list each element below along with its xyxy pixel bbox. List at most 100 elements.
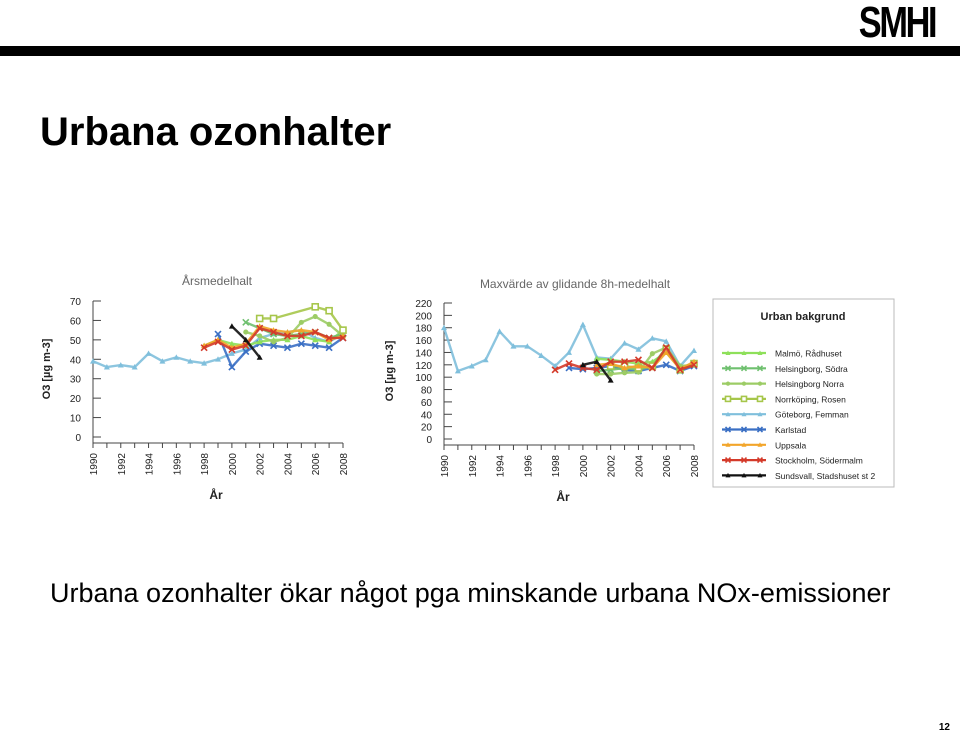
data-point (269, 342, 278, 350)
y-tick-label: 80 (421, 386, 433, 397)
legend-item: Karlstad (722, 425, 806, 435)
data-point (159, 358, 166, 364)
data-point (496, 328, 503, 334)
chart-2: Maxvärde av glidande 8h-medelhalt 020 4060… (384, 277, 701, 504)
chart-1: Årsmedelhalt 0 10 20 30 40 50 60 70 O3 [µg m-3] 19… (41, 273, 350, 502)
legend-marker (740, 365, 748, 372)
data-point (566, 349, 572, 355)
data-point (311, 342, 319, 350)
data-point (635, 346, 642, 352)
data-point (593, 358, 600, 365)
data-point (622, 370, 628, 376)
y-tick-label: 20 (421, 423, 433, 434)
data-point (608, 371, 614, 377)
data-point (200, 344, 208, 352)
legend-marker (756, 395, 764, 403)
x-tick-label: 2008 (690, 455, 701, 478)
data-point (538, 352, 545, 358)
data-point (441, 324, 447, 331)
data-point (103, 364, 110, 370)
x-tick-label: 1996 (523, 455, 534, 478)
data-point (607, 360, 614, 366)
legend-marker (724, 457, 732, 464)
data-point (510, 343, 517, 349)
legend-title: Urban bakgrund (761, 311, 846, 323)
data-point (228, 323, 235, 329)
chart-title: Maxvärde av glidande 8h-medelhalt (480, 277, 671, 291)
legend-label: Helsingborg Norra (775, 379, 844, 389)
data-point (312, 313, 318, 320)
data-point (215, 356, 221, 362)
data-point (131, 364, 138, 370)
x-tick-label: 1998 (200, 453, 211, 476)
legend: Urban bakgrund Malmö, Rådhuset Helsingborg… (712, 298, 895, 488)
data-point (117, 362, 124, 368)
data-point (690, 361, 698, 369)
legend-label: Helsingborg, Södra (775, 364, 848, 374)
legend-marker (741, 381, 747, 386)
legend-marker (756, 426, 764, 433)
data-point (269, 328, 278, 336)
data-point (607, 358, 615, 366)
smhi-logo: SMHI (842, 0, 952, 46)
data-point (621, 364, 628, 371)
data-point (648, 364, 656, 372)
y-tick-label: 70 (70, 297, 82, 308)
data-point (691, 347, 697, 353)
data-point (297, 332, 305, 340)
data-point (283, 344, 292, 352)
y-axis-label: O3 [µg m-3] (41, 338, 53, 399)
x-tick-label: 2004 (634, 455, 645, 478)
legend-label: Uppsala (775, 440, 806, 450)
data-point (676, 366, 684, 374)
data-point (297, 340, 305, 348)
x-tick-label: 2006 (662, 455, 673, 478)
y-tick-label: 40 (421, 410, 433, 421)
data-point (173, 354, 180, 360)
data-point (662, 343, 670, 352)
data-point (311, 328, 319, 336)
data-point (256, 338, 263, 345)
data-point (242, 336, 249, 343)
data-point (326, 321, 332, 327)
data-point (214, 330, 222, 338)
legend-item: Göteborg, Femman (722, 410, 849, 420)
x-tick-label: 2008 (339, 453, 350, 476)
x-axis-label: År (209, 487, 223, 502)
legend-label: Stockholm, Södermalm (775, 456, 863, 466)
legend-item: Norrköping, Rosen (722, 394, 846, 404)
data-point (311, 303, 320, 311)
legend-label: Sundsvall, Stadshuset st 2 (775, 471, 875, 481)
data-point (326, 336, 333, 343)
data-point (255, 314, 264, 323)
data-point (325, 344, 333, 352)
data-point (228, 340, 235, 347)
legend-marker (724, 365, 732, 372)
legend-marker (725, 411, 731, 417)
page-number: 12 (938, 722, 950, 733)
legend-label: Malmö, Rådhuset (775, 349, 842, 359)
legend-item: Stockholm, Södermalm (722, 456, 863, 466)
y-tick-label: 30 (70, 375, 82, 386)
data-point (283, 332, 292, 340)
legend-marker (757, 442, 763, 447)
data-point (663, 338, 670, 344)
data-point (552, 363, 559, 369)
data-point (228, 363, 236, 371)
legend-marker (757, 472, 763, 478)
legend-marker (756, 365, 764, 372)
y-tick-label: 200 (415, 311, 432, 322)
legend-marker (741, 472, 747, 478)
x-tick-label: 2002 (256, 453, 267, 476)
chart-title: Årsmedelhalt (182, 273, 253, 288)
y-tick-label: 180 (415, 324, 432, 335)
legend-item: Uppsala (722, 440, 806, 450)
data-point (593, 366, 601, 374)
y-tick-label: 20 (70, 394, 82, 405)
x-tick-label: 2000 (228, 453, 239, 476)
data-point (298, 319, 304, 325)
x-tick-label: 1998 (551, 455, 562, 478)
data-point (662, 361, 670, 369)
legend-label: Norrköping, Rosen (775, 394, 846, 404)
legend-marker (725, 381, 731, 386)
